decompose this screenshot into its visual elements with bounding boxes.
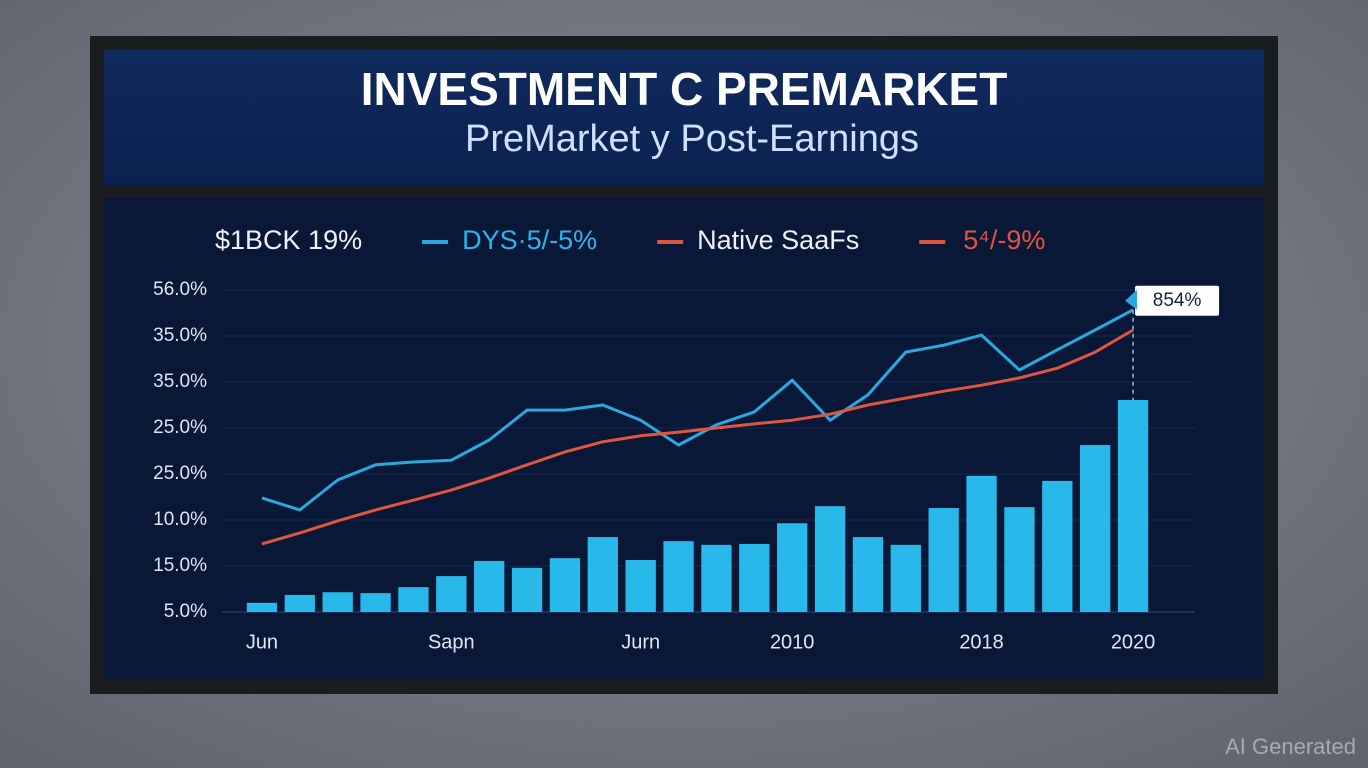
- bar: [360, 593, 391, 612]
- bar: [663, 541, 694, 612]
- bar: [284, 594, 315, 612]
- x-tick-label: 2020: [1111, 631, 1156, 653]
- bar: [436, 576, 467, 612]
- x-tick-label: Jurn: [621, 631, 660, 653]
- bar: [1004, 507, 1035, 612]
- x-tick-label: Jun: [246, 631, 278, 653]
- y-tick-label: 25.0%: [153, 463, 207, 484]
- plot: 56.0% 35.0% 35.0% 25.0% 25.0% 10.0% 15.0% 5.0% J…: [153, 225, 1220, 653]
- subtitle: PreMarket y Post-Earnings: [465, 118, 919, 160]
- bar: [852, 537, 884, 612]
- bar: [549, 558, 581, 612]
- callout-pointer: [1125, 289, 1138, 310]
- x-tick-label: 2018: [959, 631, 1004, 653]
- bar: [587, 537, 618, 612]
- bar: [701, 544, 732, 612]
- bar: [1042, 480, 1073, 612]
- header-panel: [104, 50, 1264, 185]
- y-tick-label: 25.0%: [153, 417, 207, 438]
- watermark: AI Generated: [1225, 734, 1356, 759]
- bar: [246, 602, 278, 612]
- line: [261, 328, 1134, 546]
- y-tick-label: 35.0%: [153, 325, 207, 346]
- callout-label: 854%: [1153, 290, 1202, 311]
- y-tick-label: 10.0%: [153, 509, 207, 530]
- bar: [777, 523, 808, 612]
- bar: [739, 543, 770, 612]
- title: INVESTMENT C PREMARKET: [361, 63, 1008, 115]
- bar: [928, 508, 959, 612]
- y-tick-label: 56.0%: [153, 279, 207, 300]
- bar: [322, 592, 353, 612]
- bar: [474, 560, 505, 612]
- y-tick-label: 35.0%: [153, 371, 207, 392]
- y-tick-label: 5.0%: [164, 601, 207, 622]
- legend-label: Native SaaFs: [697, 225, 859, 255]
- callout-box: [1135, 285, 1220, 316]
- bar: [1080, 445, 1111, 612]
- legend-label: $1BCK 19%: [215, 225, 362, 255]
- bar: [814, 506, 846, 612]
- line: [261, 308, 1134, 512]
- bar: [511, 567, 543, 612]
- y-tick-label: 15.0%: [153, 555, 207, 576]
- bar: [398, 587, 429, 612]
- bar: [966, 475, 997, 612]
- legend-note: 5⁴/-9%: [963, 225, 1045, 255]
- x-tick-label: Sapn: [428, 631, 475, 653]
- legend-label: DYS·5/-5%: [462, 225, 597, 255]
- x-tick-label: 2010: [770, 631, 815, 653]
- bar: [625, 560, 656, 612]
- bar: [1117, 399, 1149, 612]
- bar: [890, 544, 921, 612]
